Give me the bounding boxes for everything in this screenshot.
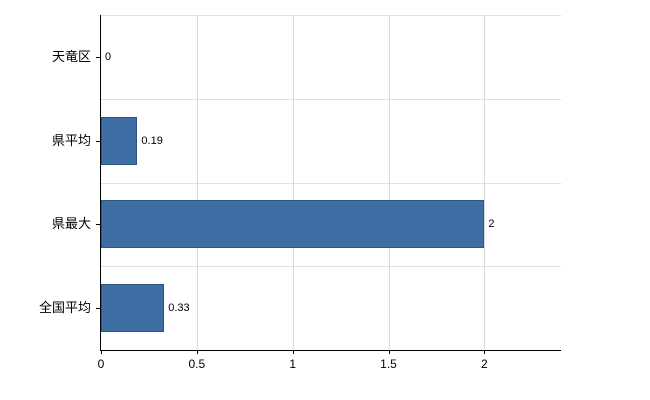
bar-value-label: 0.19 (141, 134, 163, 147)
x-axis-tick-label: 1.5 (380, 357, 397, 371)
category-label: 全国平均 (38, 300, 91, 316)
bar-value-label: 0 (105, 50, 112, 63)
horizontal-gridline (101, 182, 561, 184)
bar-value-label: 2 (488, 218, 495, 231)
horizontal-gridline (101, 266, 561, 268)
category-label: 県最大 (51, 216, 91, 232)
bar-value-label: 0.33 (168, 302, 190, 315)
x-axis-tick (292, 350, 294, 354)
x-axis-tick-label: 1 (289, 357, 296, 371)
x-axis-tick-label: 0 (97, 357, 105, 371)
y-axis-tick (96, 224, 101, 226)
y-axis-tick (96, 140, 101, 142)
category-label: 県平均 (51, 132, 91, 148)
x-axis-tick (388, 350, 390, 354)
vertical-gridline (388, 15, 390, 350)
x-axis-tick-label: 2 (480, 357, 488, 371)
x-axis-tick-label: 0.5 (188, 357, 206, 371)
y-axis-tick (96, 308, 101, 310)
x-axis-tick (484, 350, 486, 354)
x-axis-tick (196, 350, 198, 354)
vertical-gridline (484, 15, 486, 350)
bar-4 (101, 284, 165, 333)
bar-2 (101, 116, 138, 165)
plot-area: 0 天竜区 0.19 県平均 2 県最大 0.33 全国平均 0 0.5 1 1.5 2 (39, 15, 561, 371)
horizontal-gridline (101, 15, 561, 16)
x-axis-tick (101, 350, 102, 354)
y-axis-tick (96, 56, 101, 58)
category-label: 天竜区 (51, 48, 91, 64)
horizontal-gridline (101, 98, 561, 100)
bar-3 (101, 200, 485, 249)
vertical-gridline (292, 15, 294, 350)
vertical-gridline (196, 15, 198, 350)
